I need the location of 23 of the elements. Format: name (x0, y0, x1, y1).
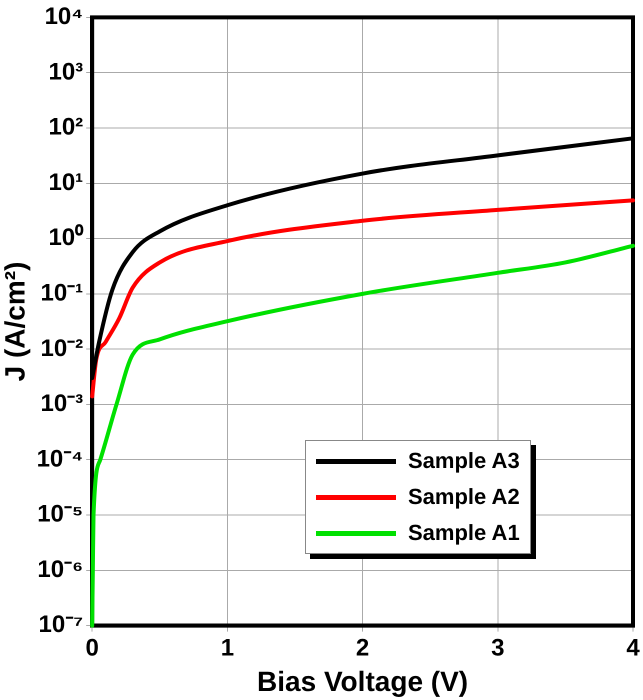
y-tick-label: 10⁻¹ (40, 279, 84, 306)
y-tick-label: 10⁻³ (40, 390, 84, 418)
y-tick-label: 10⁻⁵ (37, 500, 84, 528)
y-tick-label: 10¹ (48, 168, 84, 196)
y-tick-label: 10⁻² (40, 334, 84, 362)
y-tick-label: 10⁻⁷ (38, 611, 84, 638)
y-tick-label: 10⁴ (44, 3, 84, 30)
y-tick-label: 10⁻⁴ (36, 445, 84, 472)
x-tick-label: 1 (220, 634, 234, 662)
legend-label: Sample A2 (408, 484, 520, 510)
y-tick-label: 10⁻⁶ (37, 556, 84, 583)
y-tick-label: 10² (48, 114, 84, 141)
x-axis-title: Bias Voltage (V) (257, 666, 468, 697)
y-axis-title: J (A/cm²) (0, 262, 31, 382)
y-tick-label: 10⁰ (48, 224, 84, 252)
y-tick-label: 10³ (48, 58, 84, 86)
line-series (90, 198, 635, 398)
x-tick-label: 0 (85, 634, 99, 662)
x-tick-label: 3 (491, 634, 504, 662)
x-tick-label: 4 (626, 634, 640, 662)
legend-label: Sample A3 (408, 448, 520, 474)
legend-label: Sample A1 (408, 520, 520, 546)
x-tick-label: 2 (356, 634, 370, 662)
